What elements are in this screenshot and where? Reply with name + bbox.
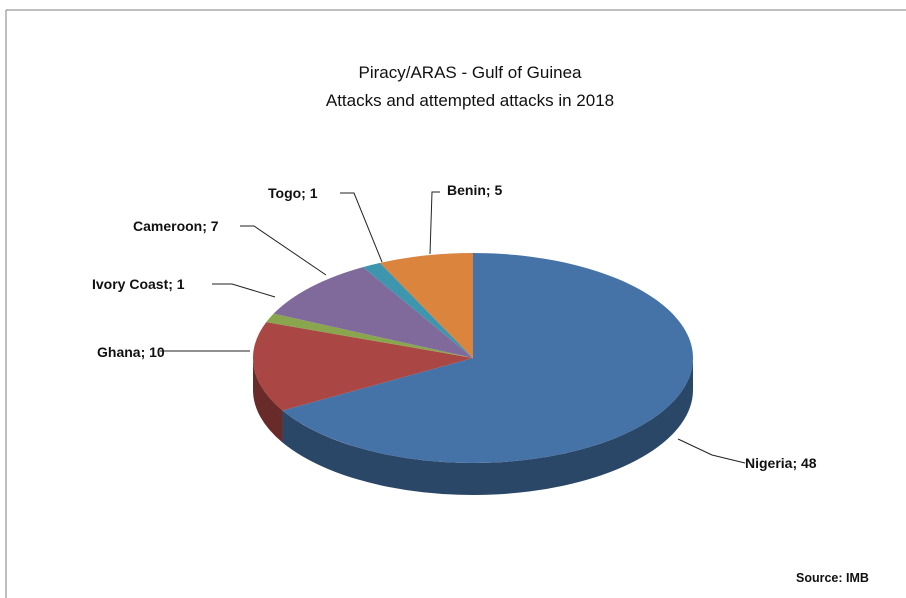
slice-label-nigeria: Nigeria; 48 [745, 455, 817, 471]
pie-sides [253, 358, 693, 495]
slice-ghana [252, 322, 473, 411]
slice-label-togo: Togo; 1 [268, 185, 318, 201]
slice-togo [363, 262, 473, 358]
slice-label-ivory-coast: Ivory Coast; 1 [92, 276, 185, 292]
leader-line-nigeria [677, 438, 746, 464]
slice-nigeria [282, 253, 693, 463]
leader-line-cameroon [240, 225, 327, 276]
pie-tops [252, 253, 693, 463]
leader-line-ivory-coast [212, 283, 276, 298]
leader-lines [160, 191, 746, 464]
slice-cameroon [273, 267, 473, 358]
leader-line-togo [340, 192, 383, 263]
slice-label-benin: Benin; 5 [447, 182, 502, 198]
slice-side-ghana [253, 358, 283, 443]
slice-benin [380, 253, 473, 358]
leader-line-benin [429, 191, 440, 255]
slice-label-cameroon: Cameroon; 7 [133, 218, 219, 234]
chart-title: Piracy/ARAS - Gulf of Guinea [359, 63, 583, 82]
slice-side-nigeria [282, 358, 693, 495]
slice-label-ghana: Ghana; 10 [97, 344, 165, 360]
slice-ivory-coast [266, 313, 473, 358]
source-note: Source: IMB [796, 571, 869, 585]
chart-subtitle: Attacks and attempted attacks in 2018 [326, 91, 614, 110]
